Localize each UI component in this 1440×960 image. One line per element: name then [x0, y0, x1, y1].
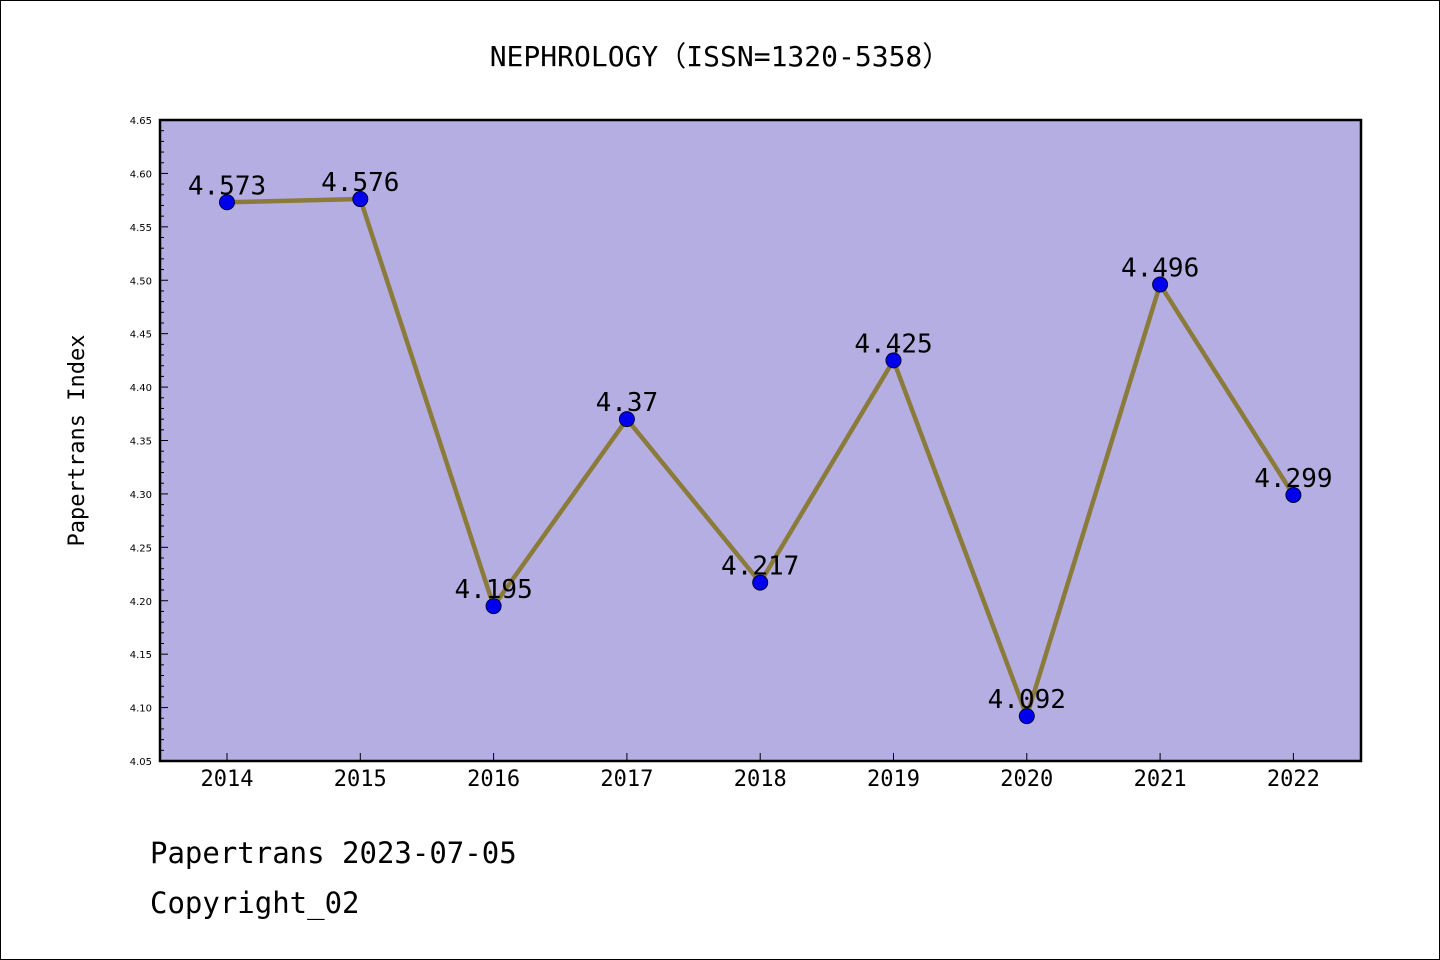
chart-title: NEPHROLOGY（ISSN=1320-5358） — [490, 40, 951, 73]
series-line-group: 4.573 4.5764.1954.374.2174.4254.0924.4964… — [188, 168, 1333, 725]
y-tick-label: 4.05 — [130, 757, 152, 768]
y-tick-label: 4.15 — [130, 650, 152, 661]
data-point — [1152, 276, 1169, 293]
data-point — [1285, 486, 1302, 503]
x-tick-label: 2021 — [1134, 767, 1187, 792]
data-point — [885, 352, 902, 369]
data-point — [752, 574, 769, 591]
y-tick-label: 4.55 — [130, 223, 152, 234]
footer-copyright-text: Copyright_02 — [150, 886, 360, 920]
x-tick-label: 2017 — [600, 767, 653, 792]
y-tick-label: 4.50 — [130, 276, 152, 287]
y-tick-label: 4.35 — [130, 437, 152, 448]
x-tick-label: 2015 — [334, 767, 387, 792]
data-point — [219, 194, 235, 211]
plot-area — [160, 120, 1361, 761]
data-point — [352, 191, 369, 208]
x-tick-label: 2018 — [734, 767, 787, 792]
y-tick-label: 4.40 — [130, 383, 152, 394]
data-point — [618, 411, 635, 428]
y-tick-label: 4.45 — [130, 330, 152, 341]
x-axis: 2014 2015 2016 2017 2018 2019 2020 2021 2022 — [201, 753, 1320, 792]
x-tick-label: 2014 — [201, 767, 254, 792]
y-tick-label: 4.25 — [130, 543, 152, 554]
data-point — [1018, 708, 1035, 725]
y-tick-label: 4.30 — [130, 490, 152, 501]
y-tick-label: 4.60 — [130, 169, 152, 180]
y-tick-label: 4.20 — [130, 597, 152, 608]
y-axis-label: Papertrans Index — [65, 335, 90, 547]
y-tick-label: 4.65 — [130, 116, 152, 127]
footer-date-text: Papertrans 2023-07-05 — [150, 836, 517, 870]
x-tick-label: 2022 — [1267, 767, 1320, 792]
plot-border — [158, 118, 1363, 763]
data-point — [485, 598, 502, 615]
x-tick-label: 2019 — [867, 767, 920, 792]
y-tick-label: 4.10 — [130, 704, 152, 715]
x-tick-label: 2016 — [467, 767, 520, 792]
x-tick-label: 2020 — [1000, 767, 1053, 792]
